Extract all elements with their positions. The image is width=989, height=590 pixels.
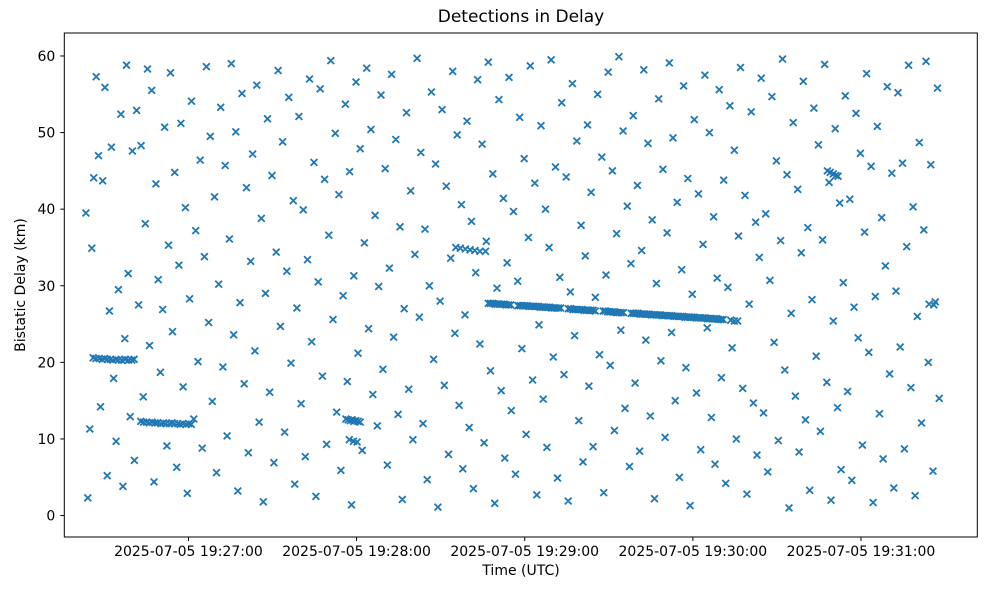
x-tick-label: 2025-07-05 19:31:00: [787, 544, 936, 560]
x-tick-label: 2025-07-05 19:29:00: [450, 544, 599, 560]
y-tick-label: 10: [37, 432, 55, 448]
x-tick-label: 2025-07-05 19:27:00: [114, 544, 263, 560]
y-tick-label: 0: [46, 509, 55, 525]
y-tick-label: 20: [37, 355, 55, 371]
x-axis-title: Time (UTC): [482, 563, 560, 579]
chart-title: Detections in Delay: [437, 7, 605, 27]
y-tick-label: 30: [37, 279, 55, 295]
y-tick-label: 50: [37, 126, 55, 142]
x-tick-label: 2025-07-05 19:30:00: [619, 544, 768, 560]
y-axis-title: Bistatic Delay (km): [13, 218, 29, 352]
y-tick-label: 40: [37, 202, 55, 218]
x-tick-label: 2025-07-05 19:28:00: [282, 544, 431, 560]
scatter-point-markers: [81, 52, 944, 512]
plot-border: [63, 32, 978, 538]
scatter-points: [81, 52, 944, 512]
y-tick-label: 60: [37, 49, 55, 65]
